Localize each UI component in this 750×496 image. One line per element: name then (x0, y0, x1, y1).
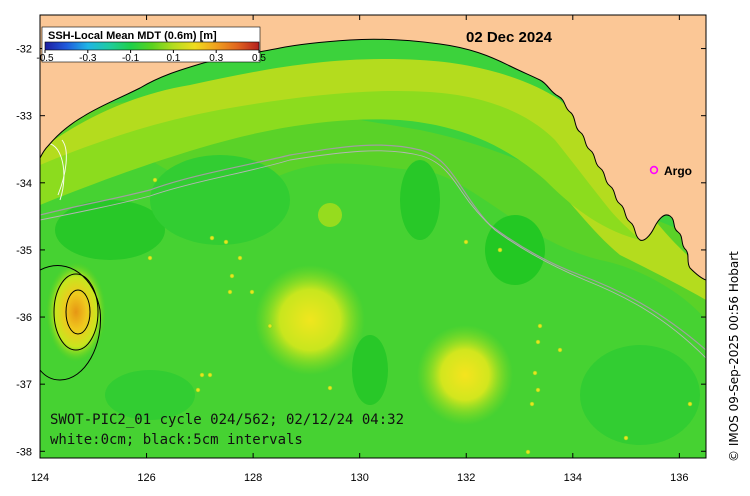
map-date: 02 Dec 2024 (466, 29, 553, 46)
y-tick-label: -32 (16, 44, 32, 56)
hot-eddy-west (46, 262, 106, 362)
warm-eddy-1 (255, 265, 365, 375)
x-tick-label: 124 (31, 472, 49, 484)
argo-legend-marker-icon (649, 165, 659, 175)
y-tick-label: -37 (16, 379, 32, 391)
colorbar-ramp (44, 41, 260, 51)
warm-eddy-2 (417, 325, 513, 425)
colorbar-tick-label: -0.1 (122, 53, 140, 64)
y-tick-label: -36 (16, 312, 32, 324)
coastal-mid-band (40, 90, 640, 241)
plot-area (40, 15, 706, 458)
cool-patch (150, 155, 290, 245)
cool-patch (105, 370, 195, 420)
x-tick-label: 134 (564, 472, 582, 484)
y-axis: -32 -33 -34 -35 -36 -37 -38 (16, 44, 706, 458)
black-contours (40, 265, 102, 381)
x-tick-label: 136 (670, 472, 688, 484)
cool-patch (580, 345, 700, 445)
shelf-isobath (40, 144, 706, 351)
y-tick-label: -33 (16, 111, 32, 123)
x-tick-label: 130 (351, 472, 369, 484)
shelf-isobath-2 (40, 150, 706, 359)
argo-legend-label: Argo (664, 164, 692, 178)
imos-credit: © IMOS 09-Sep-2025 00:56 Hobart (727, 251, 741, 462)
swot-swath-dots (147, 177, 693, 455)
warm-spot (318, 203, 342, 227)
cool-patch (352, 335, 388, 405)
cool-patch (55, 200, 165, 260)
contour-legend-info: white:0cm; black:5cm intervals (50, 432, 303, 448)
swot-pass-info: SWOT-PIC2_01 cycle 024/562; 02/12/24 04:… (50, 412, 404, 428)
x-tick-label: 128 (244, 472, 262, 484)
x-axis: 124 126 128 130 132 134 136 (31, 15, 689, 484)
x-tick-label: 132 (457, 472, 475, 484)
colorbar-tick-label: -0.3 (79, 53, 97, 64)
colorbar-tick-label: 0.5 (252, 53, 266, 64)
y-tick-label: -38 (16, 446, 32, 458)
cool-patch (485, 215, 545, 285)
colorbar-tick-label: 0.3 (209, 53, 223, 64)
cool-patch (400, 160, 440, 240)
colorbar-tick-label: -0.5 (36, 53, 54, 64)
x-tick-label: 126 (137, 472, 155, 484)
y-tick-label: -34 (16, 178, 32, 190)
colorbar-tick-label: 0.1 (166, 53, 180, 64)
plot-frame (39, 14, 707, 459)
colorbar-title: SSH-Local Mean MDT (0.6m) [m] (48, 30, 217, 42)
colorbar: SSH-Local Mean MDT (0.6m) [m] -0.5 -0.3 -0… (36, 26, 266, 64)
y-tick-label: -35 (16, 245, 32, 257)
